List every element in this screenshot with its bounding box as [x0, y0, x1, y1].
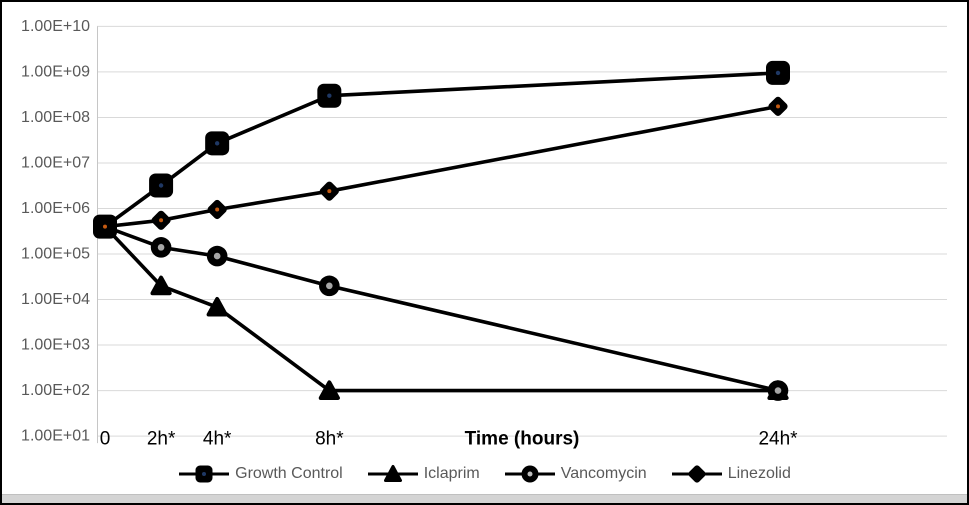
square-marker-icon	[179, 465, 230, 483]
marker-triangle-iclaprim	[150, 275, 172, 296]
y-axis-tick-label: 1.00E+06	[21, 200, 90, 217]
y-axis-tick-label: 1.00E+01	[21, 428, 90, 445]
marker-center-dot	[776, 104, 780, 109]
y-axis-tick-label: 1.00E+07	[21, 154, 90, 171]
legend-label-vancomycin: Vancomycin	[560, 465, 647, 482]
marker-center-dot	[215, 207, 220, 212]
marker-center-dot	[103, 224, 107, 229]
marker-center-dot	[159, 218, 164, 223]
legend-label-iclaprim: Iclaprim	[423, 465, 480, 482]
legend-label-growth-control: Growth Control	[235, 465, 343, 482]
y-axis-tick-label: 1.00E+09	[21, 63, 90, 80]
marker-center-dot	[775, 70, 781, 76]
marker-center-dot	[326, 282, 333, 290]
circle-marker-icon	[504, 465, 555, 483]
y-axis-tick-label: 1.00E+03	[21, 337, 90, 354]
x-axis-tick-label: 2h*	[147, 429, 176, 450]
marker-center-dot	[157, 244, 165, 251]
legend-item-iclaprim: Iclaprim	[367, 462, 480, 486]
y-axis-tick-label: 1.00E+05	[21, 246, 90, 263]
marker-center-dot	[158, 183, 164, 188]
x-axis-tick-label: 8h*	[315, 429, 344, 450]
x-axis-title: Time (hours)	[465, 429, 580, 450]
marker-triangle-iclaprim	[318, 380, 340, 400]
y-axis-tick-label: 1.00E+08	[21, 109, 90, 126]
y-axis-tick-label: 1.00E+02	[21, 382, 90, 399]
legend-item-vancomycin: Vancomycin	[504, 462, 647, 486]
marker-center-dot	[213, 252, 221, 260]
y-axis-tick-label: 1.00E+10	[21, 18, 90, 35]
legend-label-linezolid: Linezolid	[727, 465, 791, 482]
marker-center-dot	[327, 93, 332, 98]
series-line-vancomycin	[104, 224, 779, 393]
time-kill-curve-chart: 1.00E+10 1.00E+09 1.00E+08 1.00E+07 1.00E+06…	[21, 18, 947, 450]
marker-center-dot	[327, 189, 332, 194]
marker-center-dot	[774, 387, 782, 394]
chart-legend: Growth Control Iclaprim Vancomycin Linez…	[2, 461, 967, 487]
legend-item-growth-control: Growth Control	[178, 462, 343, 486]
window-bottom-edge	[2, 494, 967, 503]
x-axis-tick-label: 4h*	[203, 429, 232, 450]
triangle-marker-icon	[367, 465, 418, 482]
x-axis-tick-label: 24h*	[758, 429, 798, 450]
y-axis-tick-label: 1.00E+04	[21, 291, 90, 308]
x-axis-tick-label: 0	[100, 429, 111, 450]
diamond-marker-icon	[671, 465, 722, 483]
marker-triangle-iclaprim	[206, 296, 228, 317]
legend-item-linezolid: Linezolid	[671, 462, 791, 486]
marker-center-dot	[214, 141, 220, 146]
